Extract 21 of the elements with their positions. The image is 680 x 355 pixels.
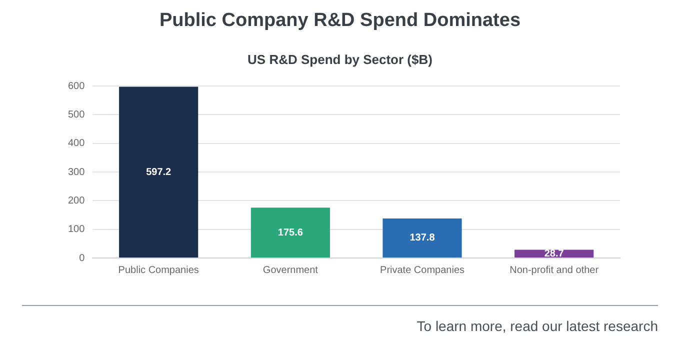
y-tick-label: 600 [68,80,86,92]
bar [250,208,330,258]
chart-title: Public Company R&D Spend Dominates [158,10,522,32]
x-tick-label: Government [262,264,318,276]
bar [382,218,462,258]
x-tick-label: Public Companies [118,264,199,276]
chart-subtitle: US R&D Spend by Sector ($B) [246,52,434,67]
y-tick-label: 100 [68,224,86,236]
text: To learn more, read our latest research [416,318,658,334]
y-tick-label: 0 [79,252,86,264]
data-label: 28.7 [544,248,564,260]
y-tick-label: 200 [68,195,86,206]
x-tick-label: Private Companies [380,264,464,276]
data-label: 175.6 [278,227,304,238]
y-tick-label: 300 [68,166,86,178]
data-label: 137.8 [410,232,436,244]
y-tick-label: 500 [68,109,86,120]
data-label: 597.2 [146,166,172,178]
y-tick-label: 400 [68,138,86,150]
x-tick-label: Non-profit and other [510,264,600,276]
bar [119,86,198,258]
